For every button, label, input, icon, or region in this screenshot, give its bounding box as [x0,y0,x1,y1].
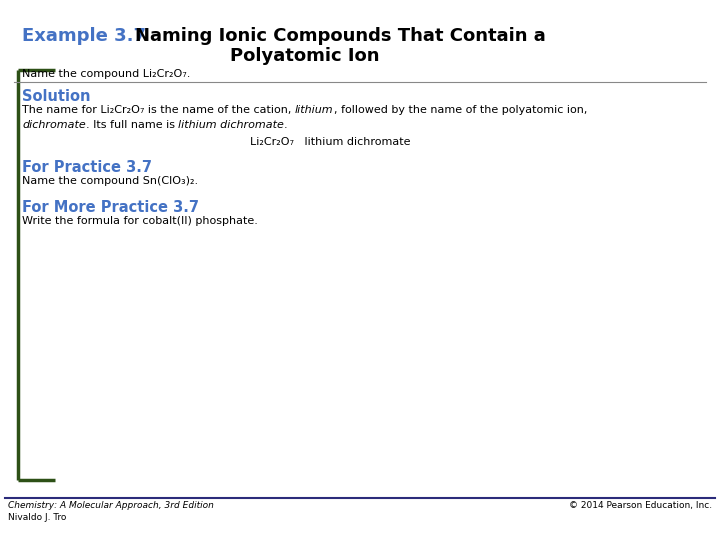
Text: The name for Li₂Cr₂O₇ is the name of the cation,: The name for Li₂Cr₂O₇ is the name of the… [22,105,295,115]
Text: .: . [284,120,288,130]
Text: For More Practice 3.7: For More Practice 3.7 [22,200,199,215]
Text: Example 3.7: Example 3.7 [22,27,146,45]
Text: lithium: lithium [295,105,333,115]
Text: Chemistry: A Molecular Approach, 3rd Edition: Chemistry: A Molecular Approach, 3rd Edi… [8,501,214,510]
Text: Name the compound Li₂Cr₂O₇.: Name the compound Li₂Cr₂O₇. [22,69,190,79]
Text: Name the compound Sn(ClO₃)₂.: Name the compound Sn(ClO₃)₂. [22,176,198,186]
Text: For Practice 3.7: For Practice 3.7 [22,160,152,175]
Text: Naming Ionic Compounds That Contain a: Naming Ionic Compounds That Contain a [135,27,546,45]
Text: Solution: Solution [22,89,91,104]
Text: © 2014 Pearson Education, Inc.: © 2014 Pearson Education, Inc. [569,501,712,510]
Text: Write the formula for cobalt(II) phosphate.: Write the formula for cobalt(II) phospha… [22,216,258,226]
Text: Li₂Cr₂O₇   lithium dichromate: Li₂Cr₂O₇ lithium dichromate [250,137,410,147]
Text: dichromate: dichromate [22,120,86,130]
Text: , followed by the name of the polyatomic ion,: , followed by the name of the polyatomic… [333,105,587,115]
Text: Polyatomic Ion: Polyatomic Ion [230,47,379,65]
Text: Nivaldo J. Tro: Nivaldo J. Tro [8,513,66,522]
Text: . Its full name is: . Its full name is [86,120,179,130]
Text: lithium dichromate: lithium dichromate [179,120,284,130]
